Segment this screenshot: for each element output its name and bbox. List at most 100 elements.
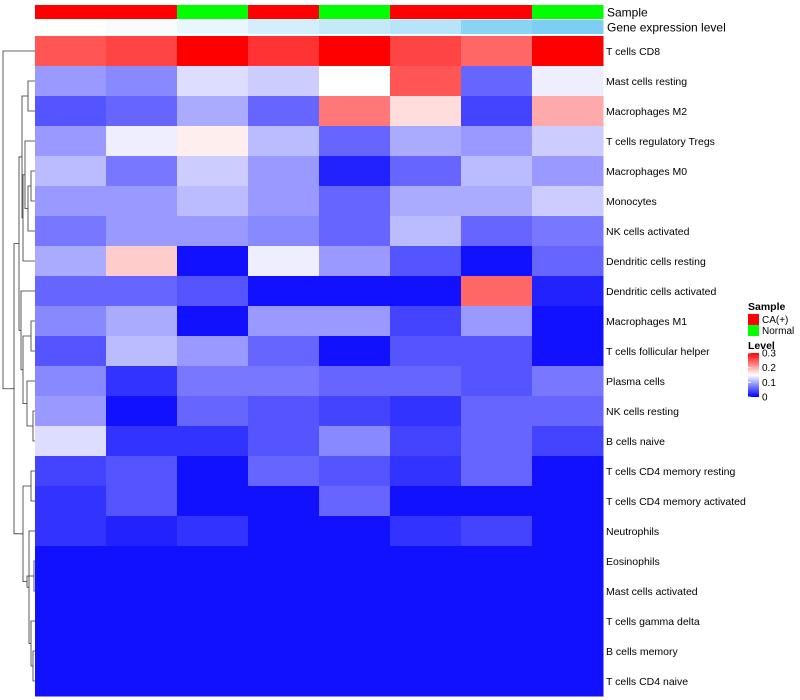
heatmap-cell-r1-c4: [319, 66, 391, 97]
heatmap-cell-r2-c4: [319, 96, 391, 127]
heatmap-cell-r7-c7: [532, 246, 604, 277]
heatmap-cell-r9-c2: [177, 306, 249, 337]
legend-tick-3: 0: [762, 393, 768, 404]
track-1-cell-6: [461, 20, 533, 34]
heatmap-cell-r5-c0: [35, 186, 107, 217]
heatmap-cell-r19-c0: [35, 606, 107, 637]
heatmap-cell-r8-c0: [35, 276, 107, 307]
heatmap-cell-r1-c0: [35, 66, 107, 97]
heatmap-cell-r12-c4: [319, 396, 391, 427]
heatmap-cell-r21-c0: [35, 666, 107, 697]
heatmap-cell-r16-c6: [461, 516, 533, 547]
dendrogram-branch-0: [30, 170, 35, 202]
heatmap-cell-r9-c7: [532, 306, 604, 337]
heatmap-cell-r1-c6: [461, 66, 533, 97]
heatmap-cell-r18-c0: [35, 576, 107, 607]
heatmap-cell-r17-c3: [248, 546, 320, 577]
row-label-6: NK cells activated: [606, 226, 690, 238]
heatmap-cell-r3-c7: [532, 126, 604, 157]
heatmap-cell-r18-c5: [390, 576, 462, 607]
heatmap-cell-r15-c2: [177, 486, 249, 517]
track-label-1: Gene expression level: [607, 21, 726, 35]
heatmap-cell-r2-c5: [390, 96, 462, 127]
heatmap-cell-r7-c2: [177, 246, 249, 277]
heatmap-cell-r2-c2: [177, 96, 249, 127]
heatmap-cell-r7-c6: [461, 246, 533, 277]
row-label-16: Neutrophils: [606, 526, 659, 538]
heatmap-cell-r12-c6: [461, 396, 533, 427]
heatmap-cell-r1-c5: [390, 66, 462, 97]
heatmap-cell-r9-c5: [390, 306, 462, 337]
heatmap-cell-r8-c1: [106, 276, 178, 307]
row-dendrogram: [2, 50, 35, 682]
heatmap-cell-r18-c6: [461, 576, 533, 607]
track-1-cell-3: [248, 20, 320, 34]
heatmap-cell-r17-c6: [461, 546, 533, 577]
heatmap-cell-r11-c7: [532, 366, 604, 397]
heatmap-cell-r14-c7: [532, 456, 604, 487]
heatmap-cell-r5-c1: [106, 186, 178, 217]
heatmap-cell-r7-c4: [319, 246, 391, 277]
heatmap-cell-r5-c3: [248, 186, 320, 217]
heatmap-cell-r15-c5: [390, 486, 462, 517]
heatmap-cell-r3-c0: [35, 126, 107, 157]
heatmap-cell-r19-c7: [532, 606, 604, 637]
heatmap-cell-r14-c4: [319, 456, 391, 487]
heatmap-cell-r5-c4: [319, 186, 391, 217]
row-label-4: Macrophages M0: [606, 166, 687, 178]
heatmap-cell-r16-c4: [319, 516, 391, 547]
heatmap-cell-r15-c6: [461, 486, 533, 517]
row-label-3: T cells regulatory Tregs: [606, 136, 715, 148]
legend-entry-0: CA(+): [762, 315, 788, 326]
row-label-11: Plasma cells: [606, 376, 665, 388]
heatmap-cell-r3-c3: [248, 126, 320, 157]
heatmap-cell-r3-c6: [461, 126, 533, 157]
heatmap-cell-r7-c3: [248, 246, 320, 277]
heatmap-cell-r19-c2: [177, 606, 249, 637]
row-label-1: Mast cells resting: [606, 76, 687, 88]
heatmap-cell-r13-c6: [461, 426, 533, 457]
row-labels: T cells CD8 Mast cells resting Macrophages…: [606, 46, 746, 688]
heatmap-cell-r14-c6: [461, 456, 533, 487]
heatmap-cell-r18-c7: [532, 576, 604, 607]
heatmap-cell-r0-c4: [319, 36, 391, 67]
heatmap-cell-r20-c3: [248, 636, 320, 667]
heatmap-cell-r14-c5: [390, 456, 462, 487]
heatmap-cell-r11-c2: [177, 366, 249, 397]
row-label-19: T cells gamma delta: [606, 616, 700, 628]
row-label-5: Monocytes: [606, 196, 657, 208]
heatmap-cell-r7-c5: [390, 246, 462, 277]
heatmap-cell-r5-c6: [461, 186, 533, 217]
heatmap-cell-r13-c5: [390, 426, 462, 457]
heatmap-cells: [35, 36, 604, 697]
heatmap-cell-r11-c3: [248, 366, 320, 397]
heatmap-cell-r2-c1: [106, 96, 178, 127]
heatmap-cell-r16-c7: [532, 516, 604, 547]
heatmap-cell-r1-c2: [177, 66, 249, 97]
heatmap-cell-r6-c6: [461, 216, 533, 247]
heatmap-cell-r2-c3: [248, 96, 320, 127]
track-0-cell-1: [106, 5, 178, 19]
track-0-cell-6: [461, 5, 533, 19]
heatmap-cell-r9-c4: [319, 306, 391, 337]
heatmap-cell-r12-c2: [177, 396, 249, 427]
heatmap-cell-r12-c3: [248, 396, 320, 427]
heatmap-cell-r6-c4: [319, 216, 391, 247]
heatmap-cell-r19-c4: [319, 606, 391, 637]
heatmap-cell-r10-c7: [532, 336, 604, 367]
row-label-12: NK cells resting: [606, 406, 679, 418]
heatmap-cell-r8-c7: [532, 276, 604, 307]
heatmap-cell-r0-c7: [532, 36, 604, 67]
heatmap-cell-r21-c1: [106, 666, 178, 697]
heatmap-cell-r21-c7: [532, 666, 604, 697]
heatmap-cell-r3-c2: [177, 126, 249, 157]
heatmap-cell-r19-c1: [106, 606, 178, 637]
heatmap-cell-r17-c2: [177, 546, 249, 577]
heatmap-cell-r4-c5: [390, 156, 462, 187]
heatmap-cell-r15-c3: [248, 486, 320, 517]
dendrogram-branch-4: [27, 80, 35, 112]
heatmap-cell-r7-c1: [106, 246, 178, 277]
